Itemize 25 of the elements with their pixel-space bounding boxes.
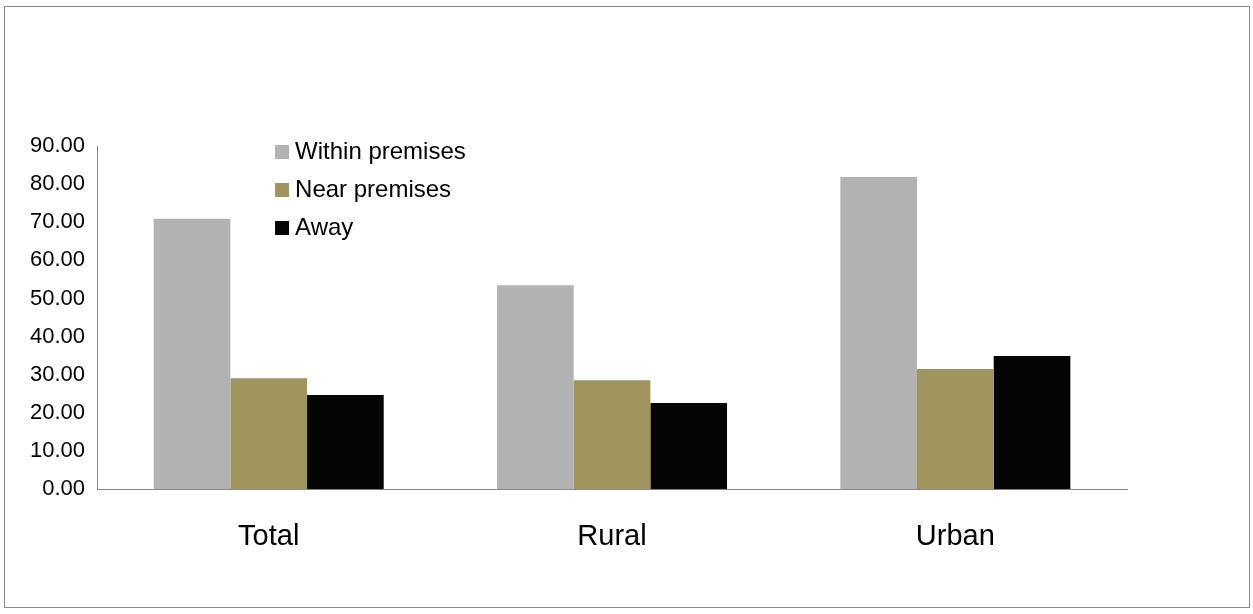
x-tick-label: Urban (915, 518, 995, 551)
y-tick-label: 70.00 (29, 208, 86, 234)
y-tick-label: 90.00 (29, 132, 86, 158)
y-tick-label: 80.00 (29, 170, 86, 196)
y-tick-label: 20.00 (29, 399, 86, 424)
y-tick-label: 60.00 (29, 246, 86, 272)
legend-label: Near premises (295, 174, 452, 202)
bar (307, 395, 384, 490)
bar (840, 176, 918, 490)
y-tick-label: 10.00 (29, 437, 86, 463)
bar (230, 378, 308, 490)
legend-label: Away (295, 212, 354, 240)
bar (153, 218, 231, 490)
x-tick-label: Rural (577, 518, 647, 551)
legend-label: Within premises (295, 136, 466, 164)
bar (650, 403, 728, 490)
bar (917, 369, 994, 490)
x-tick-label: Total (238, 518, 300, 551)
y-tick-label: 40.00 (29, 322, 86, 348)
bar (497, 285, 574, 490)
bar (993, 356, 1071, 490)
y-tick-label: 50.00 (29, 284, 86, 310)
y-tick-label: 30.00 (29, 360, 86, 386)
bar (573, 380, 651, 490)
y-tick-label: 0.00 (42, 475, 86, 501)
